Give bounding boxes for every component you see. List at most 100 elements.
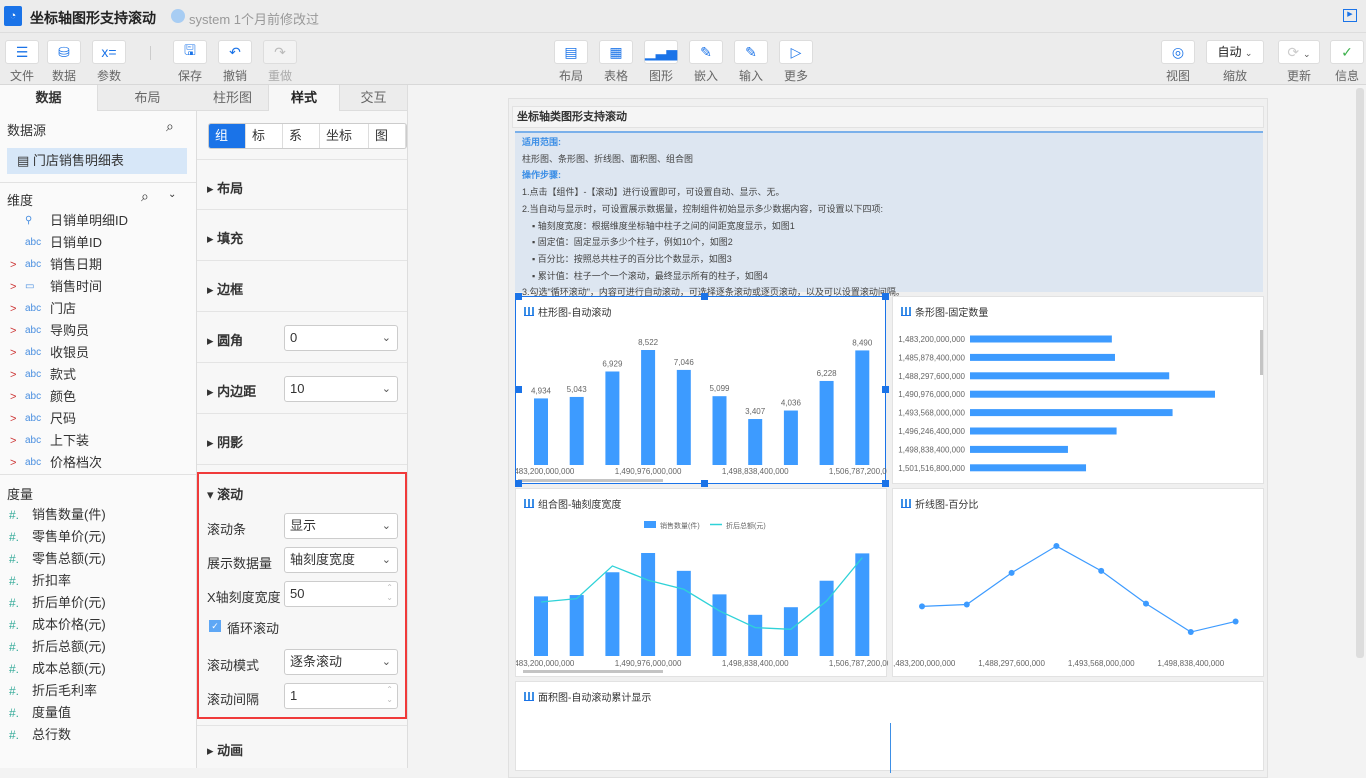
data-point [963,601,970,608]
group-fill[interactable]: ▸ 填充 [197,210,407,261]
table-button[interactable]: ▦ 表格 [594,40,638,84]
dimension-field[interactable]: > abc 款式 [0,364,196,386]
chevron-right-icon[interactable]: > [10,391,17,403]
group-layout[interactable]: ▸ 布局 [197,159,407,210]
scrollbar-select[interactable]: 显示 ⌄ [284,513,398,539]
resize-handle[interactable] [882,480,889,487]
text-line: 3.勾选"循环滚动"，内容可进行自动滚动，可选择逐条滚动或逐页滚动，以及可以设置… [522,287,905,298]
zoom-value: 自动 [1217,45,1242,59]
input-button[interactable]: ✎ 输入 [729,40,773,84]
tab-style[interactable]: 样式 [269,85,340,111]
dimension-field[interactable]: > abc 导购员 [0,320,196,342]
measure-field[interactable]: #. 零售单价(元) [0,526,196,548]
resize-handle[interactable] [701,293,708,300]
measure-field[interactable]: #. 成本价格(元) [0,614,196,636]
dimension-field[interactable]: abc 日销单ID [0,232,196,254]
resize-handle[interactable] [515,293,522,300]
loop-checkbox[interactable]: ✓ [209,620,221,632]
tab-bar-chart[interactable]: 柱形图 [197,85,269,111]
parameter-button[interactable]: x= 参数 [87,40,131,84]
undo-button[interactable]: ↶ 撤销 [213,40,257,84]
padding-select[interactable]: 10 ⌄ [284,376,398,402]
chevron-right-icon[interactable]: > [10,413,17,425]
layout-button[interactable]: ▤ 布局 [549,40,593,84]
dimension-field[interactable]: > abc 尺码 [0,408,196,430]
group-animation[interactable]: ▸ 动画 [197,725,407,768]
area-chart-card[interactable]: 面积图-自动滚动累计显示 [515,681,1264,773]
group-shadow[interactable]: ▸ 阴影 [197,414,407,465]
stepper-icon[interactable]: ⌃ ⌄ [386,583,393,602]
chevron-right-icon[interactable]: > [10,369,17,381]
data-point [1232,618,1239,625]
search-icon[interactable]: ⌕ [166,118,174,134]
search-icon[interactable]: ⌕ [141,188,149,204]
chart-button[interactable]: ▁▃▅ 图形 [639,40,683,84]
resize-handle[interactable] [515,480,522,487]
measure-field[interactable]: #. 零售总额(元) [0,548,196,570]
bar-chart-card[interactable]: 柱形图-自动滚动 4,934 5,043 6,929 8,522 7,046 5,099 3,… [515,296,887,484]
measure-field[interactable]: #. 总行数 [0,724,196,746]
bar [748,419,763,465]
dimension-field[interactable]: > abc 销售日期 [0,254,196,276]
subtab-component[interactable]: 组件 [209,124,246,148]
preview-icon[interactable]: ▶ [1343,9,1357,22]
redo-button[interactable]: ↷ 重做 [258,40,302,84]
datasource-item[interactable]: ▤ 门店销售明细表 [7,148,187,174]
axis-width-input[interactable]: 50 ⌃ ⌄ [284,581,398,607]
embed-button[interactable]: ✎ 嵌入 [684,40,728,84]
save-button[interactable]: 🖫 保存 [168,40,212,84]
dimension-field[interactable]: > abc 上下装 [0,430,196,452]
horizontal-bar-chart-card[interactable]: 条形图-固定数量 1,483,200,000,000 1,485,878,400,0… [892,296,1264,484]
resize-handle[interactable] [701,480,708,487]
dimension-field[interactable]: > ▭ 销售时间 [0,276,196,298]
subtab-title[interactable]: 标题 [246,124,283,148]
zoom-select[interactable]: 自动 ⌄ 缩放 [1206,40,1264,84]
measure-field[interactable]: #. 折后毛利率 [0,680,196,702]
chevron-right-icon[interactable]: > [10,281,17,293]
dimension-field[interactable]: > abc 价格档次 [0,452,196,474]
info-button[interactable]: ✓ 信息 [1325,40,1366,84]
measure-field[interactable]: #. 度量值 [0,702,196,724]
line-chart-card[interactable]: 折线图-百分比 1,483,200,000,000 1,488,297,600,00… [892,488,1264,677]
chevron-right-icon[interactable]: > [10,347,17,359]
data-button[interactable]: ⛁ 数据 [42,40,86,84]
canvas-scrollbar[interactable] [1356,88,1364,658]
resize-handle[interactable] [515,386,522,393]
stepper-icon[interactable]: ⌃ ⌄ [386,685,393,704]
subtab-axis[interactable]: 坐标轴 [320,124,369,148]
measure-field[interactable]: #. 销售数量(件) [0,504,196,526]
chevron-right-icon[interactable]: > [10,303,17,315]
chevron-right-icon[interactable]: > [10,457,17,469]
subtab-legend[interactable]: 图例 [369,124,406,148]
group-border[interactable]: ▸ 边框 [197,261,407,312]
dimension-field[interactable]: ⚲ 日销单明细ID [0,210,196,232]
mode-select[interactable]: 逐条滚动 ⌄ [284,649,398,675]
tab-data[interactable]: 数据 [0,85,97,111]
chevron-right-icon[interactable]: > [10,435,17,447]
resize-handle[interactable] [882,293,889,300]
scroll-group-toggle[interactable]: ▾ 滚动 [207,487,244,502]
file-button[interactable]: ☰ 文件 [0,40,44,84]
resize-handle[interactable] [882,386,889,393]
chevron-right-icon[interactable]: > [10,325,17,337]
subtab-series[interactable]: 系列 [283,124,320,148]
measure-field[interactable]: #. 折后总额(元) [0,636,196,658]
measure-field[interactable]: #. 折扣率 [0,570,196,592]
chevron-down-icon[interactable]: ⌄ [168,189,177,200]
amount-select[interactable]: 轴刻度宽度 ⌄ [284,547,398,573]
measure-field[interactable]: #. 成本总额(元) [0,658,196,680]
tab-interaction[interactable]: 交互 [340,85,408,111]
dimension-field[interactable]: > abc 门店 [0,298,196,320]
refresh-button[interactable]: ⟳ ⌄ 更新 [1278,40,1320,84]
view-button[interactable]: ◎ 视图 [1156,40,1200,84]
interval-input[interactable]: 1 ⌃ ⌄ [284,683,398,709]
chevron-right-icon[interactable]: > [10,259,17,271]
dimension-field[interactable]: > abc 颜色 [0,386,196,408]
field-name: 成本总额(元) [32,661,106,676]
dimension-field[interactable]: > abc 收银员 [0,342,196,364]
tab-layout[interactable]: 布局 [97,85,197,111]
more-button[interactable]: ▷ 更多 [774,40,818,84]
radius-select[interactable]: 0 ⌄ [284,325,398,351]
measure-field[interactable]: #. 折后单价(元) [0,592,196,614]
